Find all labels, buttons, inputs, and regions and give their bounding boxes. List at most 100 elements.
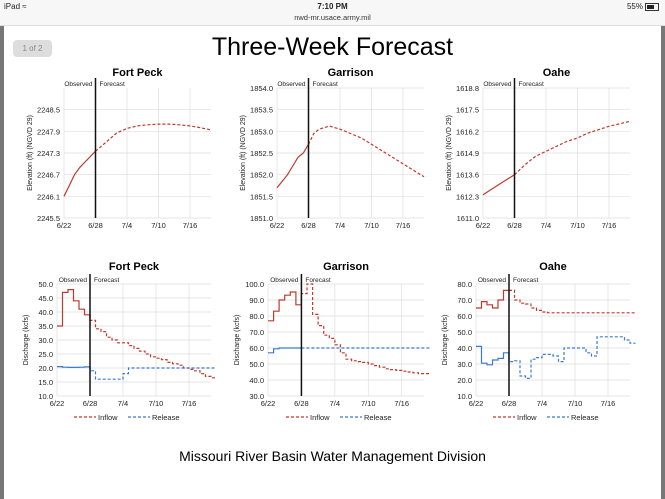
y-tick-label: 90.0 — [249, 296, 264, 305]
x-tick-label: 6/22 — [57, 221, 72, 230]
chart-title: Fort Peck — [112, 67, 163, 79]
chart-title: Oahe — [539, 261, 567, 273]
series-elevation-forecast — [307, 125, 425, 178]
y-tick-label: 1617.5 — [456, 106, 479, 115]
series-inflow-forecast — [509, 289, 636, 314]
page-edge-right — [661, 26, 665, 499]
x-tick-label: 6/22 — [261, 399, 276, 408]
legend-inflow-label: Inflow — [310, 413, 330, 422]
y-tick-label: 50.0 — [38, 280, 53, 289]
x-tick-label: 6/22 — [469, 399, 484, 408]
x-tick-label: 7/16 — [394, 399, 409, 408]
y-tick-label: 60.0 — [457, 312, 472, 321]
url-bar[interactable]: nwd-mr.usace.army.mil — [294, 13, 371, 22]
x-tick-label: 7/4 — [122, 221, 132, 230]
forecast-label: Forecast — [100, 81, 125, 88]
y-axis-label: Discharge (kcfs) — [234, 315, 241, 366]
series-release-forecast — [508, 336, 636, 379]
y-tick-label: 70.0 — [249, 328, 264, 337]
observed-label: Observed — [59, 277, 88, 284]
y-tick-label: 20.0 — [457, 376, 472, 385]
y-tick-label: 2246.1 — [37, 192, 60, 201]
y-tick-label: 30.0 — [249, 392, 264, 401]
forecast-label: Forecast — [94, 277, 119, 284]
y-tick-label: 1614.9 — [456, 149, 479, 158]
y-tick-label: 30.0 — [457, 360, 472, 369]
y-tick-label: 1853.5 — [250, 106, 273, 115]
x-tick-label: 7/4 — [330, 399, 340, 408]
x-tick-label: 6/22 — [50, 399, 65, 408]
forecast-label: Forecast — [513, 277, 538, 284]
y-tick-label: 1612.3 — [456, 192, 479, 201]
x-tick-label: 7/4 — [118, 399, 128, 408]
observed-label: Observed — [270, 277, 299, 284]
observed-label: Observed — [277, 81, 306, 88]
x-tick-label: 6/28 — [88, 221, 103, 230]
page-edge-left — [0, 26, 4, 499]
series-elevation-observed — [482, 174, 515, 196]
x-tick-label: 7/16 — [396, 221, 411, 230]
x-tick-label: 7/10 — [151, 221, 166, 230]
y-tick-label: 2248.5 — [37, 106, 60, 115]
x-tick-label: 6/28 — [301, 221, 316, 230]
observed-label: Observed — [64, 81, 93, 88]
x-tick-label: 6/28 — [83, 399, 98, 408]
observed-label: Observed — [483, 81, 512, 88]
y-tick-label: 40.0 — [457, 344, 472, 353]
footer-text: Missouri River Basin Water Management Di… — [179, 448, 486, 464]
series-elevation-forecast — [514, 120, 631, 176]
x-tick-label: 7/10 — [568, 399, 583, 408]
y-tick-label: 2245.5 — [37, 214, 60, 223]
series-release-observed — [476, 345, 510, 366]
forecast-label: Forecast — [305, 277, 330, 284]
legend-release-label: Release — [364, 413, 392, 422]
chart-title: Garrison — [328, 67, 374, 79]
y-tick-label: 10.0 — [38, 392, 53, 401]
y-tick-label: 70.0 — [457, 296, 472, 305]
series-inflow-forecast — [89, 314, 217, 379]
series-inflow-observed — [476, 289, 509, 309]
y-tick-label: 10.0 — [457, 392, 472, 401]
x-tick-label: 6/22 — [476, 221, 491, 230]
y-tick-label: 80.0 — [249, 312, 264, 321]
x-tick-label: 7/10 — [364, 221, 379, 230]
series-release-observed — [268, 347, 302, 354]
chart-title: Oahe — [543, 67, 571, 79]
y-tick-label: 1613.6 — [456, 171, 479, 180]
forecast-label: Forecast — [519, 81, 544, 88]
y-tick-label: 1618.8 — [456, 84, 479, 93]
y-tick-label: 50.0 — [457, 328, 472, 337]
y-tick-label: 50.0 — [249, 360, 264, 369]
y-axis-label: Elevation (ft) (NGVD 29) — [27, 115, 34, 191]
y-tick-label: 1851.0 — [250, 214, 273, 223]
y-axis-label: Discharge (kcfs) — [23, 315, 30, 366]
forecast-label: Forecast — [313, 81, 338, 88]
series-inflow-observed — [268, 291, 302, 322]
legend-release-label: Release — [152, 413, 180, 422]
y-tick-label: 1852.0 — [250, 171, 273, 180]
y-tick-label: 30.0 — [38, 336, 53, 345]
x-tick-label: 6/22 — [270, 221, 285, 230]
y-tick-label: 25.0 — [38, 350, 53, 359]
y-tick-label: 2247.3 — [37, 149, 60, 158]
series-elevation-observed — [63, 150, 96, 197]
y-axis-label: Elevation (ft) (NGVD 29) — [240, 115, 247, 191]
chart-title: Garrison — [323, 261, 369, 273]
clock: 7:10 PM — [317, 2, 348, 11]
y-tick-label: 40.0 — [38, 308, 53, 317]
x-tick-label: 7/16 — [602, 221, 617, 230]
battery-icon — [645, 2, 659, 11]
x-tick-label: 6/28 — [507, 221, 522, 230]
y-tick-label: 60.0 — [249, 344, 264, 353]
page-title: Three-Week Forecast — [211, 33, 454, 61]
y-tick-label: 15.0 — [38, 378, 53, 387]
observed-label: Observed — [478, 277, 507, 284]
y-tick-label: 100.0 — [245, 280, 264, 289]
series-elevation-observed — [276, 143, 310, 189]
legend-inflow-label: Inflow — [517, 413, 537, 422]
status-bar: iPad ≈ 7:10 PM nwd-mr.usace.army.mil 55% — [0, 0, 665, 26]
y-tick-label: 1611.0 — [457, 214, 479, 223]
x-tick-label: 7/4 — [537, 399, 547, 408]
y-tick-label: 2247.9 — [37, 127, 60, 136]
